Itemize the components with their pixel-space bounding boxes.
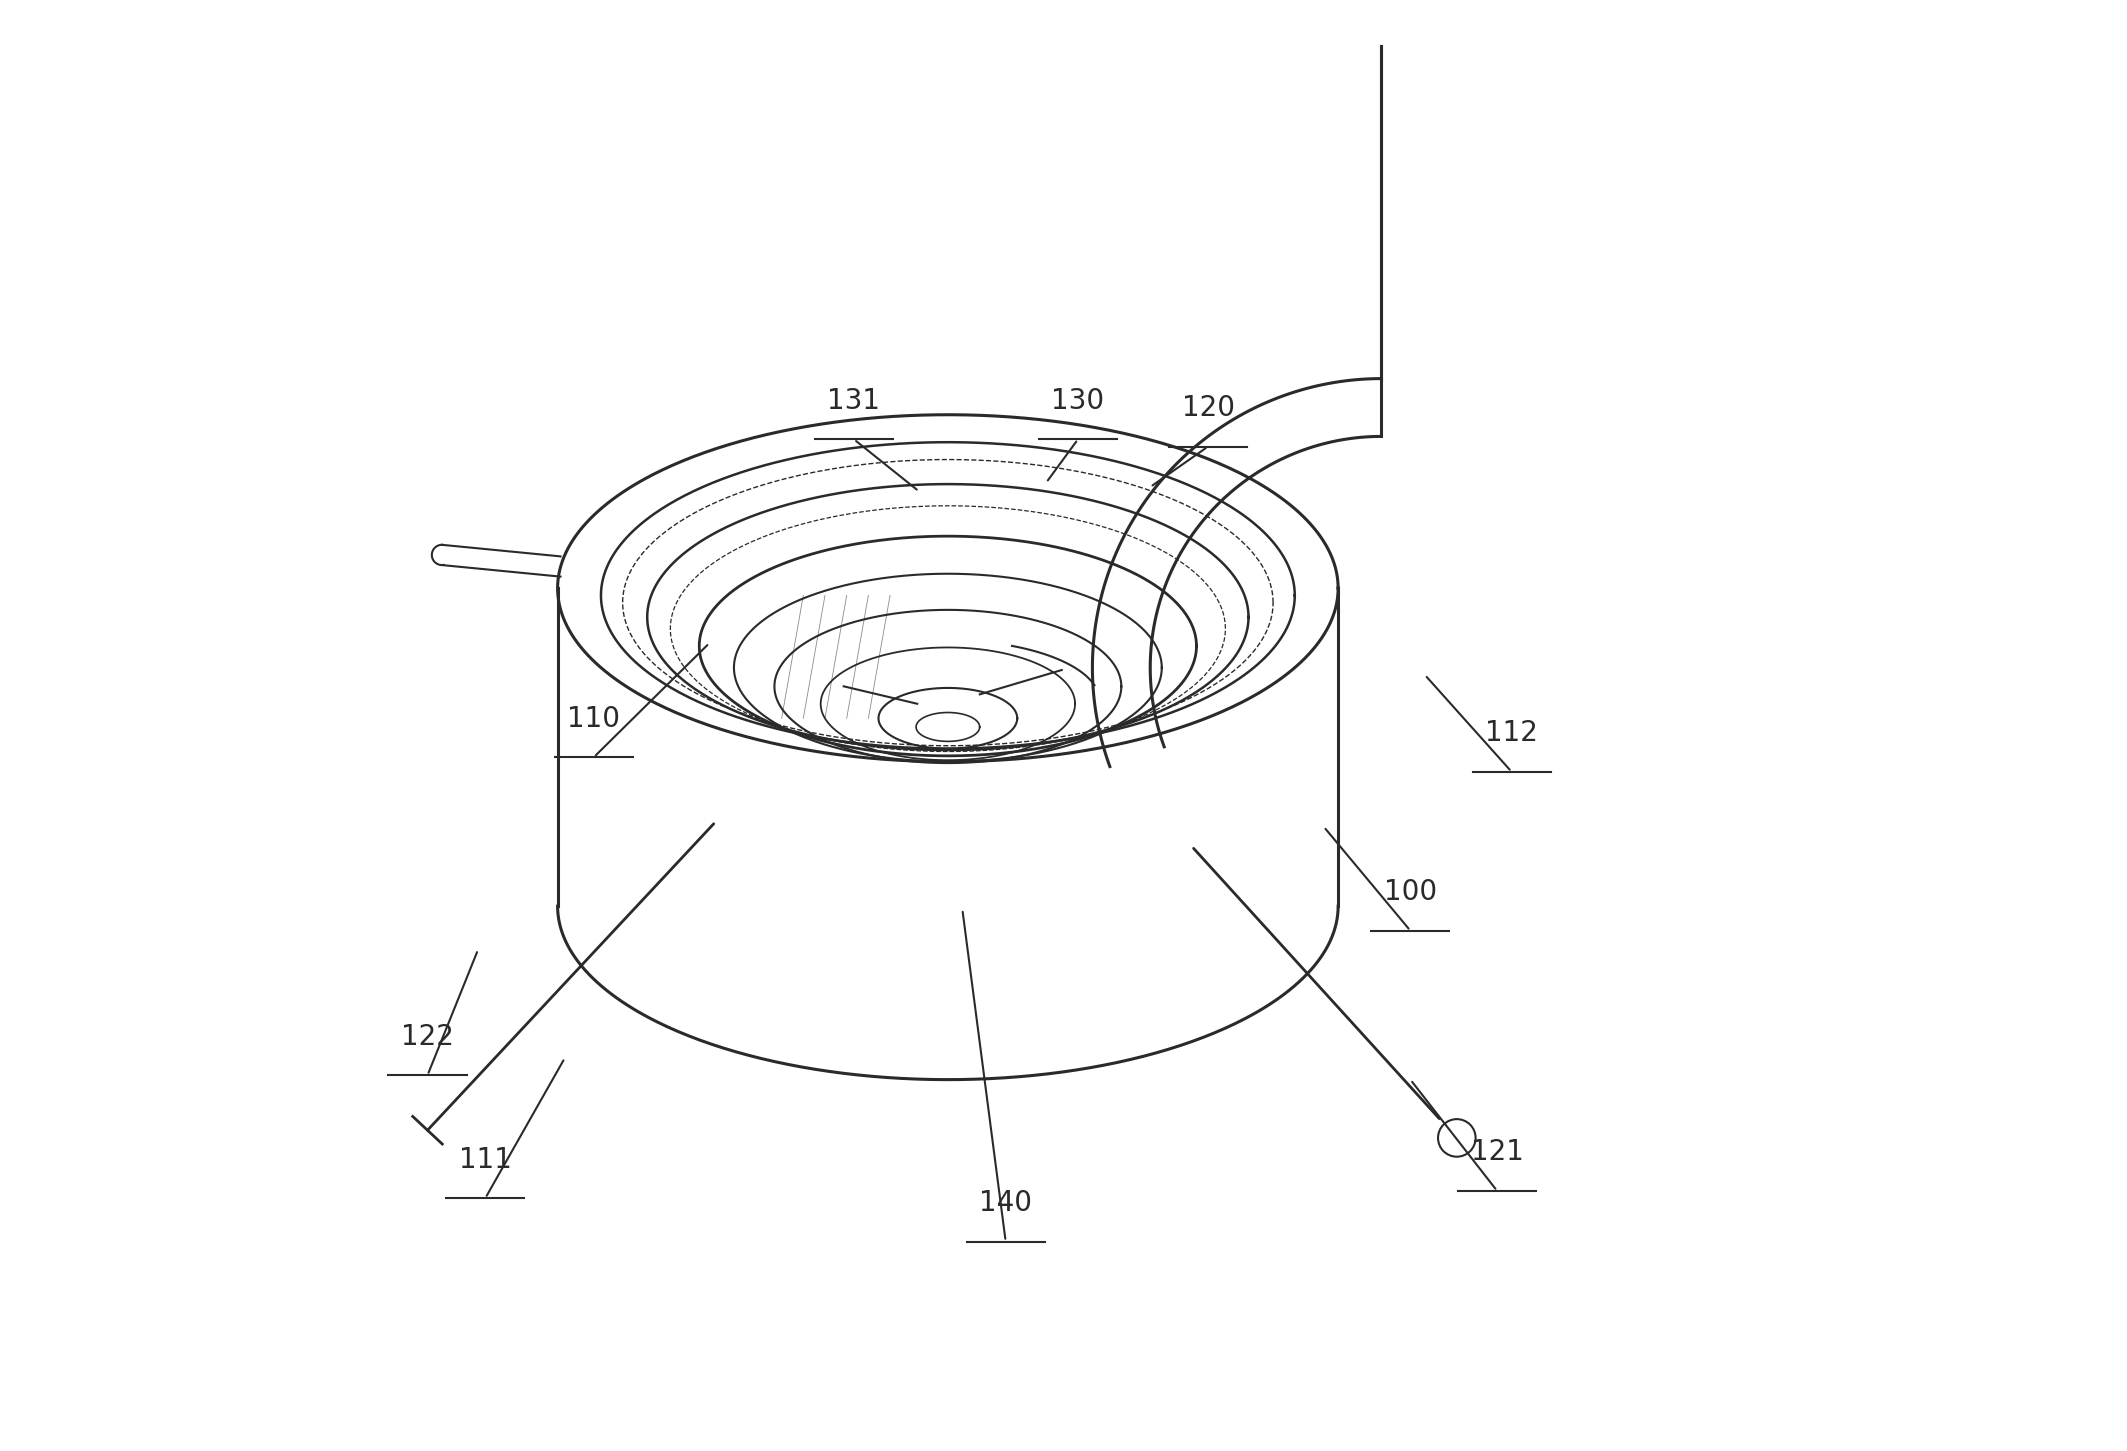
Text: 120: 120: [1180, 395, 1234, 422]
Text: 100: 100: [1385, 878, 1438, 907]
Text: 122: 122: [402, 1023, 453, 1051]
Text: 140: 140: [978, 1188, 1032, 1217]
Text: 121: 121: [1470, 1139, 1523, 1167]
Text: 112: 112: [1485, 720, 1538, 747]
Text: 130: 130: [1051, 387, 1104, 415]
Text: 110: 110: [568, 705, 621, 733]
Text: 111: 111: [459, 1146, 513, 1174]
Text: 131: 131: [827, 387, 881, 415]
